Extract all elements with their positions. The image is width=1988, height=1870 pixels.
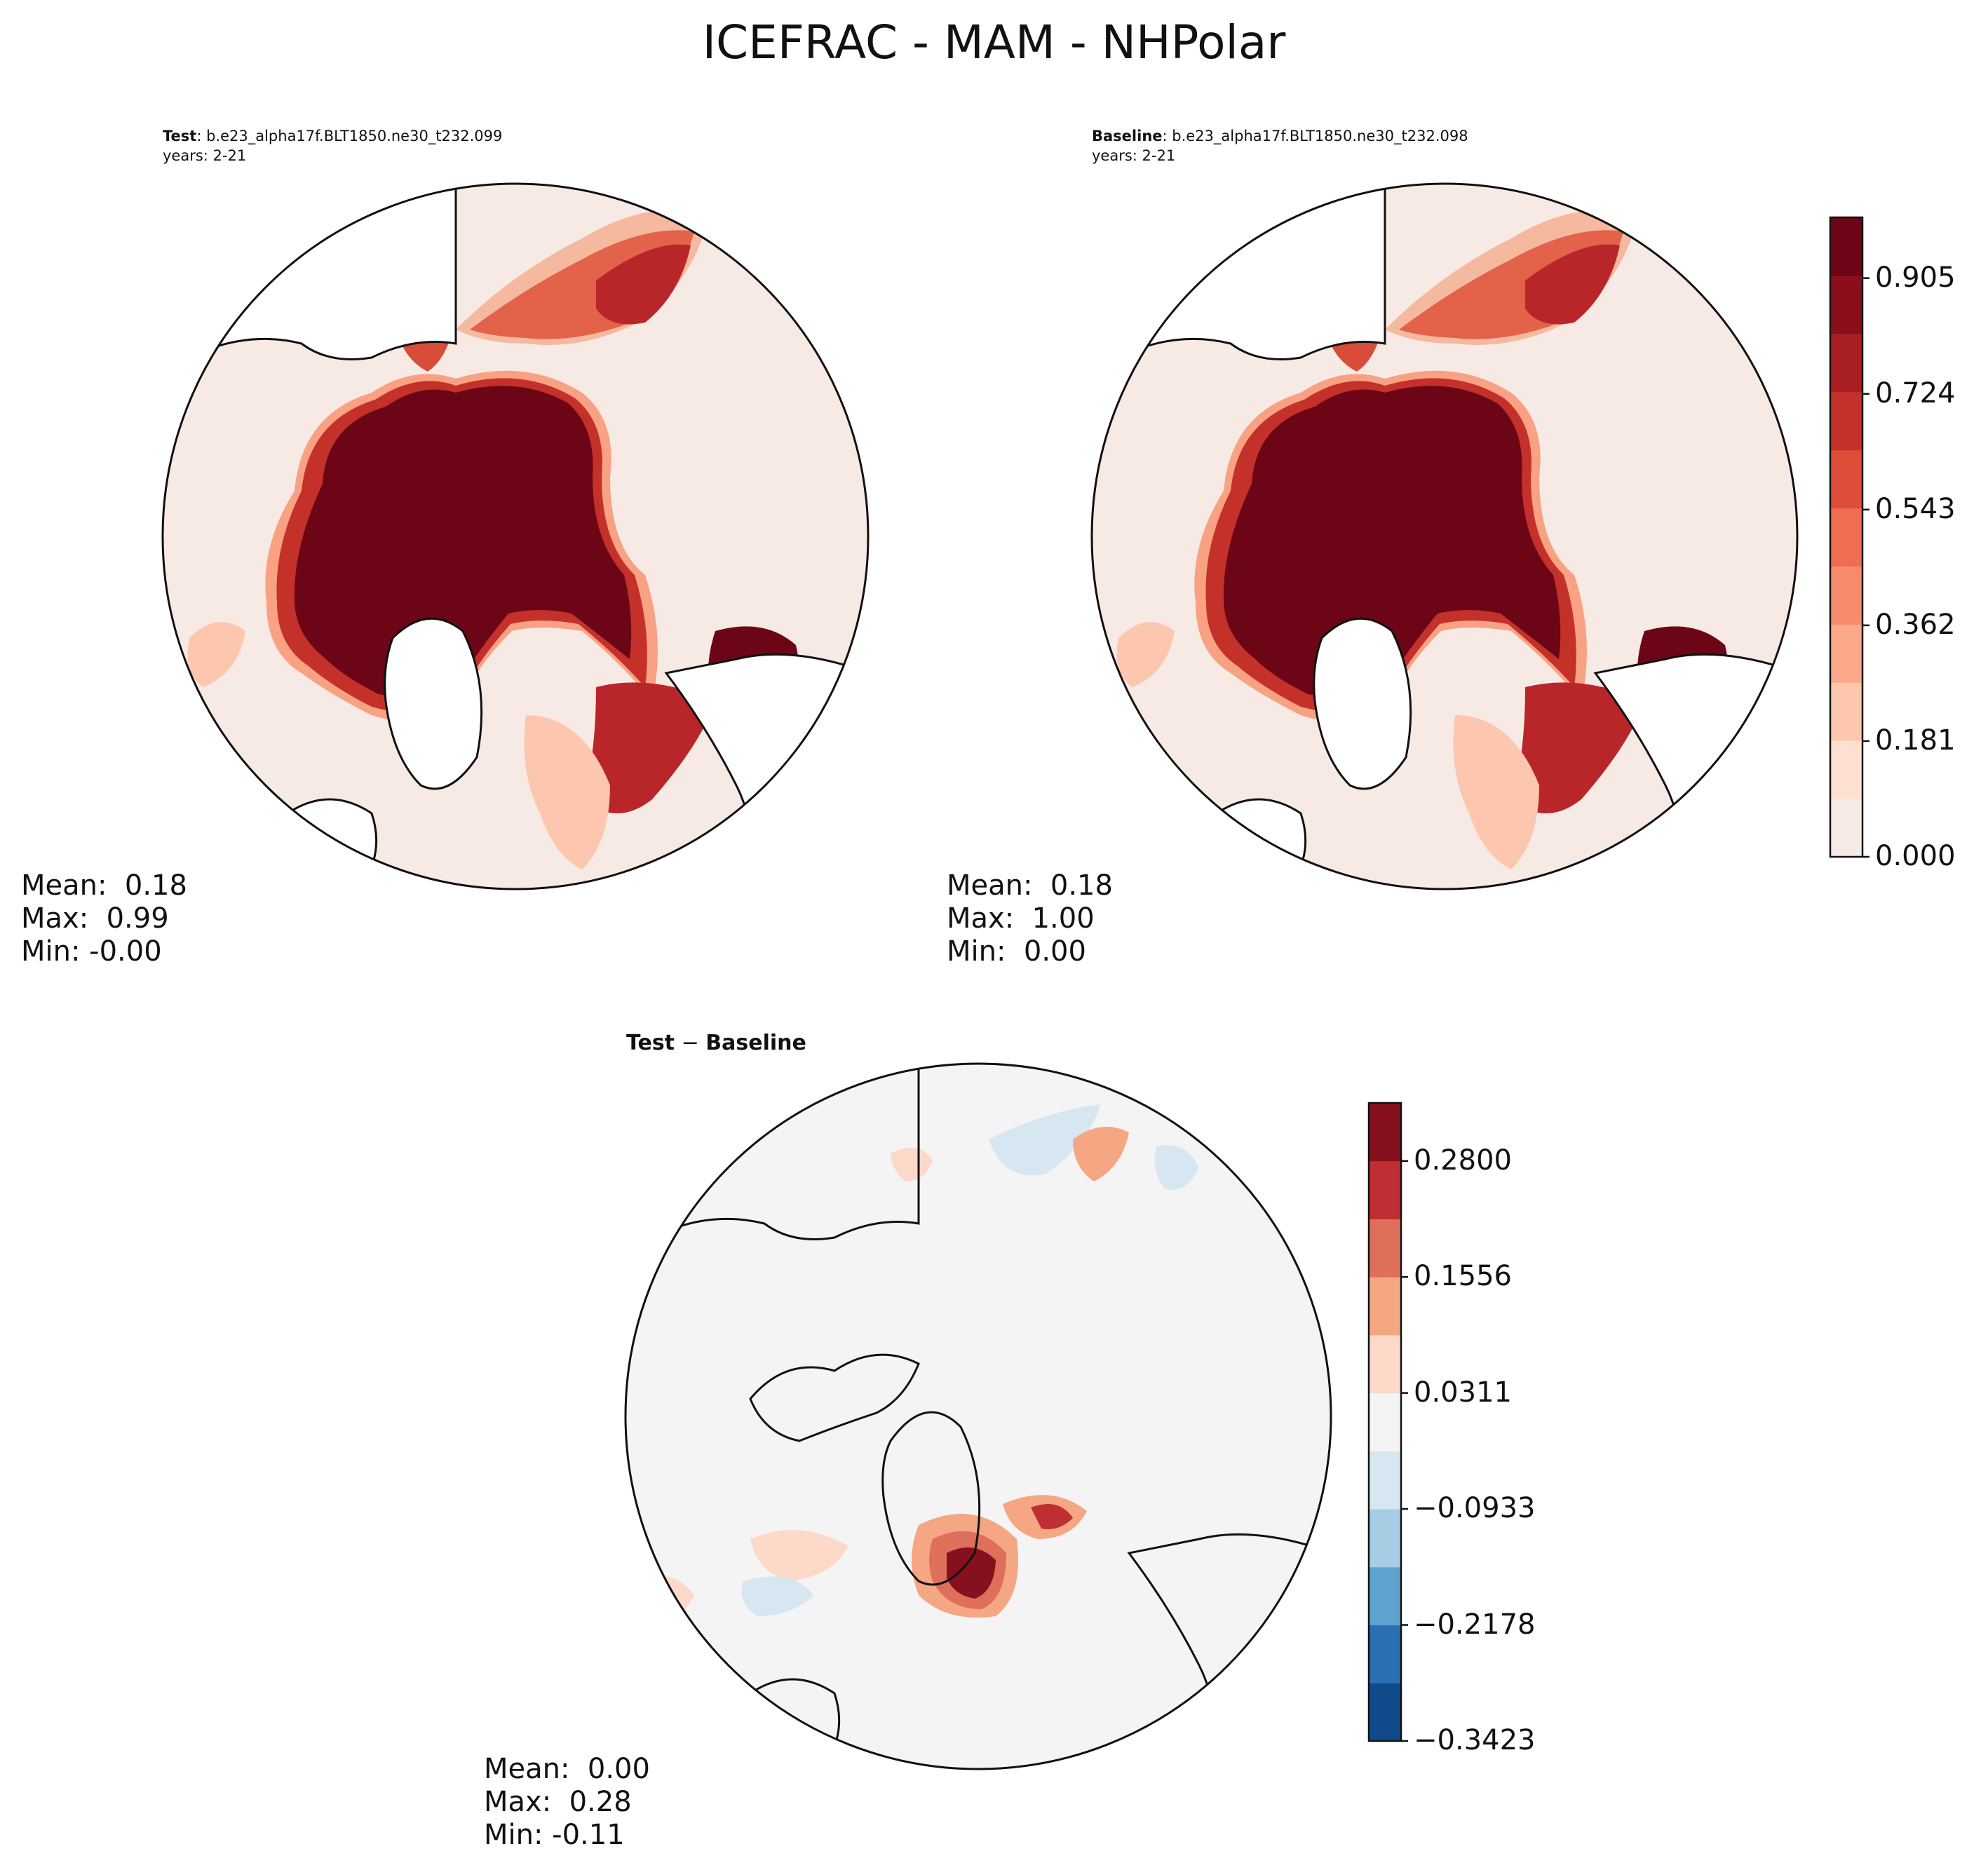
test-ice-baffin bbox=[582, 682, 715, 813]
baseline-ice-labrador-sea bbox=[1453, 715, 1539, 869]
test-case: : b.e23_alpha17f.BLT1850.ne30_t232.099 bbox=[196, 128, 503, 144]
baseline-stats: Mean: 0.18 Max: 1.00 Min: 0.00 bbox=[947, 869, 1113, 968]
diff-land-north-america bbox=[1127, 1533, 1331, 1769]
baseline-years: years: 2-21 bbox=[1092, 147, 1176, 164]
diff-map-boundary bbox=[624, 1062, 1332, 1770]
colorbar-segment bbox=[1830, 508, 1862, 567]
figure-title: ICEFRAC - MAM - NHPolar bbox=[702, 15, 1286, 69]
test-label: Test bbox=[163, 128, 197, 144]
baseline-ice-okhotsk bbox=[1116, 622, 1175, 687]
baseline-label: Baseline bbox=[1092, 128, 1163, 144]
colorbar-segment bbox=[1369, 1160, 1401, 1219]
test-land-europe bbox=[243, 798, 378, 889]
colorbar-segment bbox=[1830, 333, 1862, 393]
colorbar-segment bbox=[1369, 1103, 1401, 1162]
colorbar-segment bbox=[1369, 1509, 1401, 1568]
baseline-land-eurasia bbox=[1092, 184, 1386, 366]
diff-greenland-land bbox=[881, 1411, 981, 1586]
diff-neg-patch-barents bbox=[989, 1104, 1101, 1176]
colorbar-segment bbox=[1830, 740, 1862, 799]
rdbu-colorbar bbox=[1367, 1102, 1408, 1742]
colorbar-tick-label: 0.2800 bbox=[1414, 1144, 1512, 1177]
diff-pos-patch-north bbox=[891, 1148, 933, 1181]
baseline-min: Min: 0.00 bbox=[947, 935, 1086, 968]
diff-pos-patch-hudson-core bbox=[1031, 1504, 1073, 1529]
colorbar-frame bbox=[1829, 216, 1864, 858]
baseline-subtitle: Baseline: b.e23_alpha17f.BLT1850.ne30_t2… bbox=[1092, 126, 1468, 165]
test-ice-core bbox=[294, 386, 632, 697]
diff-pos-patch-baffin-core bbox=[947, 1547, 996, 1599]
colorbar-segment bbox=[1369, 1393, 1401, 1451]
colorbar-tick-label: 0.905 bbox=[1875, 261, 1956, 294]
test-ice-labrador-sea bbox=[524, 715, 610, 869]
diff-mean: Mean: 0.00 bbox=[484, 1753, 650, 1785]
colorbar-tick-label: −0.0933 bbox=[1414, 1492, 1536, 1525]
colorbar-segment bbox=[1369, 1566, 1401, 1626]
colorbar-segment bbox=[1830, 275, 1862, 334]
colorbar-segment bbox=[1369, 1683, 1401, 1742]
baseline-greenland-land bbox=[1313, 617, 1412, 790]
test-years: years: 2-21 bbox=[163, 147, 247, 164]
test-max: Max: 0.99 bbox=[21, 902, 169, 935]
test-stats: Mean: 0.18 Max: 0.99 Min: -0.00 bbox=[21, 869, 187, 968]
diff-neg-patch-east bbox=[1154, 1145, 1199, 1190]
test-mean: Mean: 0.18 bbox=[21, 869, 187, 902]
colorbar-segment bbox=[1830, 217, 1862, 276]
colorbar-tick-label: 0.543 bbox=[1875, 492, 1956, 525]
colorbar-segment bbox=[1830, 391, 1862, 451]
colorbar-tick-label: 0.0311 bbox=[1414, 1376, 1512, 1409]
test-land-eurasia bbox=[163, 184, 457, 366]
colorbar-segment bbox=[1369, 1625, 1401, 1683]
colorbar-segment bbox=[1830, 624, 1862, 683]
diff-label-baseline: Baseline bbox=[705, 1031, 806, 1055]
test-min: Min: -0.00 bbox=[21, 935, 162, 968]
diff-stats: Mean: 0.00 Max: 0.28 Min: -0.11 bbox=[484, 1753, 650, 1852]
diff-land-archipelago bbox=[749, 1353, 920, 1442]
colorbar-tick-label: −0.3423 bbox=[1414, 1724, 1536, 1756]
colorbar-tick-label: 0.724 bbox=[1875, 377, 1956, 409]
baseline-case: : b.e23_alpha17f.BLT1850.ne30_t232.098 bbox=[1162, 128, 1468, 144]
test-ice-okhotsk bbox=[187, 622, 245, 687]
diff-subtitle: Test − Baseline bbox=[626, 1031, 806, 1055]
baseline-max: Max: 1.00 bbox=[947, 902, 1095, 935]
colorbar-tick-label: 0.181 bbox=[1875, 724, 1956, 757]
diff-background bbox=[626, 1064, 1331, 1769]
diff-land-eurasia bbox=[626, 1064, 920, 1246]
baseline-mean: Mean: 0.18 bbox=[947, 869, 1113, 902]
test-subtitle: Test: b.e23_alpha17f.BLT1850.ne30_t232.0… bbox=[163, 126, 502, 165]
diff-label-test: Test bbox=[626, 1031, 675, 1055]
colorbar-segment bbox=[1830, 566, 1862, 625]
test-ice-band-inner bbox=[596, 244, 691, 325]
diff-pos-patch-kara bbox=[1073, 1127, 1129, 1181]
diff-map bbox=[624, 1062, 1332, 1770]
baseline-ice-baffin bbox=[1511, 682, 1644, 813]
colorbar-frame bbox=[1367, 1102, 1402, 1742]
colorbar-tick-label: 0.000 bbox=[1875, 840, 1956, 872]
colorbar-segment bbox=[1830, 682, 1862, 741]
colorbar-tick-label: −0.2178 bbox=[1414, 1608, 1536, 1641]
baseline-land-europe bbox=[1172, 798, 1307, 889]
colorbar-tick-label: 0.1556 bbox=[1414, 1260, 1512, 1293]
baseline-ice-band-inner bbox=[1525, 244, 1620, 325]
colorbar-segment bbox=[1369, 1451, 1401, 1510]
baseline-map bbox=[1090, 182, 1799, 890]
colorbar-segment bbox=[1369, 1277, 1401, 1336]
test-map-boundary bbox=[161, 182, 870, 890]
test-greenland-land bbox=[384, 617, 483, 790]
diff-neg-patch-bering bbox=[741, 1576, 813, 1616]
diff-min: Min: -0.11 bbox=[484, 1819, 625, 1851]
baseline-map-boundary bbox=[1090, 182, 1799, 890]
colorbar-segment bbox=[1830, 799, 1862, 858]
baseline-ice-core bbox=[1223, 386, 1561, 697]
reds-colorbar bbox=[1829, 216, 1869, 858]
diff-pos-patch-bering bbox=[750, 1530, 848, 1581]
colorbar-segment bbox=[1830, 449, 1862, 509]
diff-label-minus: − bbox=[675, 1031, 706, 1055]
test-map bbox=[161, 182, 870, 890]
diff-max: Max: 0.28 bbox=[484, 1786, 632, 1818]
colorbar-segment bbox=[1369, 1334, 1401, 1394]
colorbar-tick-label: 0.362 bbox=[1875, 608, 1956, 641]
colorbar-segment bbox=[1369, 1219, 1401, 1278]
